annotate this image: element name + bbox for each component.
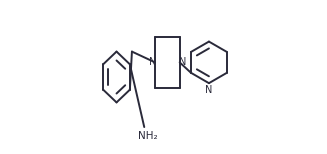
Text: N: N [179, 57, 186, 67]
Text: N: N [148, 57, 156, 67]
Text: NH₂: NH₂ [138, 131, 157, 141]
Text: N: N [205, 85, 213, 95]
